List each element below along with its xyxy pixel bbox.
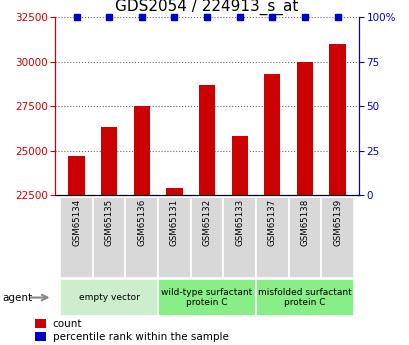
FancyBboxPatch shape <box>60 197 93 278</box>
Text: wild-type surfactant
protein C: wild-type surfactant protein C <box>161 288 252 307</box>
FancyBboxPatch shape <box>158 279 255 316</box>
Text: GSM65134: GSM65134 <box>72 199 81 246</box>
FancyBboxPatch shape <box>158 197 190 278</box>
Bar <box>166 188 182 195</box>
Bar <box>198 85 215 195</box>
FancyBboxPatch shape <box>255 279 353 316</box>
Point <box>73 14 80 20</box>
FancyBboxPatch shape <box>288 197 320 278</box>
Text: percentile rank within the sample: percentile rank within the sample <box>52 332 228 342</box>
Text: GSM65135: GSM65135 <box>104 199 113 246</box>
Text: count: count <box>52 319 82 329</box>
FancyBboxPatch shape <box>320 197 353 278</box>
Bar <box>68 156 85 195</box>
Text: empty vector: empty vector <box>79 293 139 302</box>
Title: GDS2054 / 224913_s_at: GDS2054 / 224913_s_at <box>115 0 298 14</box>
Bar <box>263 74 280 195</box>
FancyBboxPatch shape <box>93 197 125 278</box>
Text: GSM65132: GSM65132 <box>202 199 211 246</box>
Point <box>268 14 275 20</box>
Point <box>301 14 308 20</box>
Bar <box>133 106 150 195</box>
Point <box>333 14 340 20</box>
Text: GSM65137: GSM65137 <box>267 199 276 246</box>
FancyBboxPatch shape <box>255 197 288 278</box>
Bar <box>35 319 46 328</box>
Bar <box>35 332 46 341</box>
FancyBboxPatch shape <box>60 279 158 316</box>
Point <box>203 14 210 20</box>
Bar <box>328 44 345 195</box>
Text: agent: agent <box>2 293 32 303</box>
Point <box>106 14 112 20</box>
FancyBboxPatch shape <box>190 197 223 278</box>
Text: misfolded surfactant
protein C: misfolded surfactant protein C <box>257 288 351 307</box>
Point <box>138 14 145 20</box>
FancyBboxPatch shape <box>125 197 158 278</box>
Text: GSM65133: GSM65133 <box>235 199 244 246</box>
Text: GSM65138: GSM65138 <box>300 199 309 246</box>
Text: GSM65139: GSM65139 <box>332 199 341 246</box>
Text: GSM65136: GSM65136 <box>137 199 146 246</box>
Text: GSM65131: GSM65131 <box>169 199 178 246</box>
Point <box>236 14 243 20</box>
Bar <box>101 127 117 195</box>
Bar <box>231 136 247 195</box>
Point <box>171 14 177 20</box>
Bar <box>296 62 312 195</box>
FancyBboxPatch shape <box>223 197 255 278</box>
